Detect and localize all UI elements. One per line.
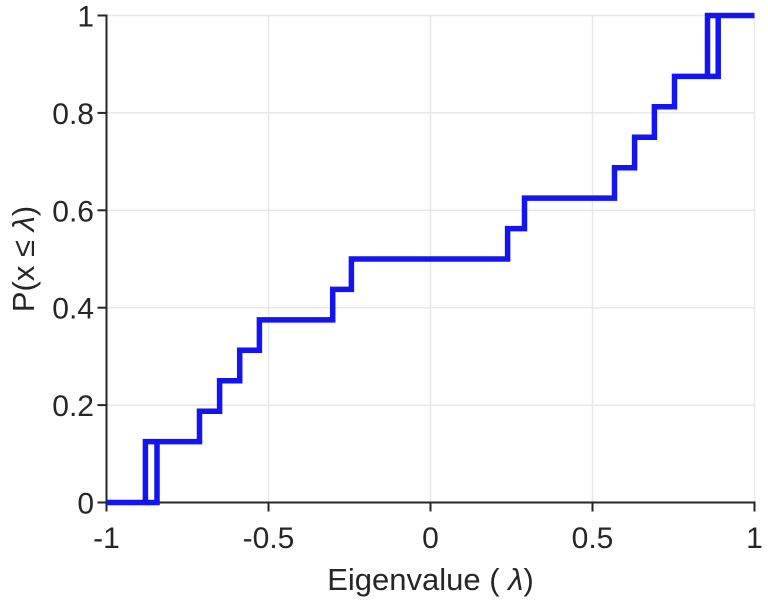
ecdf-line-riser	[707, 15, 721, 80]
y-tick-label: 0.4	[52, 293, 94, 326]
y-tick-label: 1	[77, 1, 94, 34]
x-tick-label: 0.5	[572, 522, 614, 555]
x-tick-label: 1	[746, 522, 763, 555]
y-tick-label: 0	[77, 488, 94, 521]
y-tick-label: 0.6	[52, 195, 94, 228]
x-tick-label: -1	[93, 522, 120, 555]
x-tick-label: -0.5	[243, 522, 295, 555]
y-tick-label: 0.8	[52, 98, 94, 131]
y-axis-label: P(x ≤ λ)	[6, 206, 41, 312]
ecdf-line-riser	[145, 441, 160, 506]
y-tick-label: 0.2	[52, 390, 94, 423]
ecdf-line	[106, 12, 755, 506]
x-tick-label: 0	[422, 522, 439, 555]
x-axis-label: Eigenvalue ( λ)	[327, 562, 534, 597]
